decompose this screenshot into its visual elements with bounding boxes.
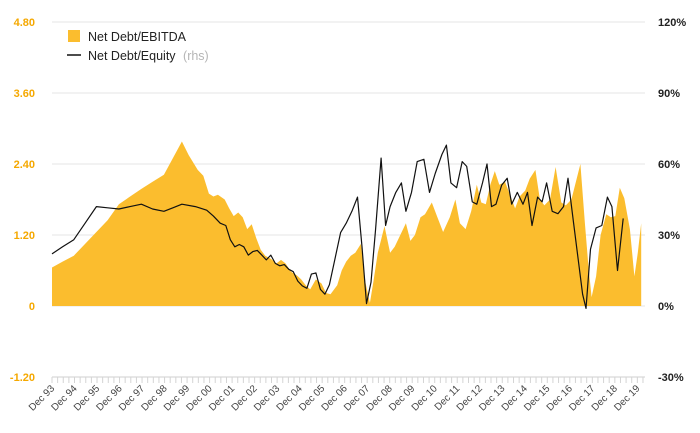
- legend-label-net-debt-ebitda: Net Debt/EBITDA: [88, 30, 187, 44]
- left-axis-tick-label: -1.20: [10, 372, 35, 384]
- net-debt-equity-line: [51, 144, 624, 309]
- legend-swatch-net-debt-ebitda: [68, 30, 80, 42]
- right-axis-tick-label: -30%: [658, 372, 684, 384]
- left-axis-tick-label: 1.20: [14, 230, 35, 242]
- net-debt-ebitda-area: [52, 141, 642, 306]
- right-axis-tick-label: 90%: [658, 88, 680, 100]
- right-axis-ticks: 120% 90% 60% 30% 0% -30%: [658, 17, 686, 384]
- net-debt-ebitda-area-layer: [52, 141, 642, 306]
- x-axis-tick-label: Dec 19: [612, 383, 642, 413]
- legend: Net Debt/EBITDA Net Debt/Equity (rhs): [67, 30, 209, 63]
- left-axis-ticks: 4.80 3.60 2.40 1.20 0 -1.20: [10, 17, 35, 384]
- left-axis-tick-label: 4.80: [14, 17, 35, 29]
- right-axis-tick-label: 120%: [658, 17, 686, 29]
- right-axis-tick-label: 30%: [658, 230, 680, 242]
- legend-label-net-debt-equity: Net Debt/Equity (rhs): [88, 49, 209, 63]
- right-axis-tick-label: 60%: [658, 159, 680, 171]
- left-axis-tick-label: 0: [29, 301, 35, 313]
- net-debt-equity-line-layer: [51, 144, 624, 309]
- left-axis-tick-label: 3.60: [14, 88, 35, 100]
- right-axis-tick-label: 0%: [658, 301, 674, 313]
- left-axis-tick-label: 2.40: [14, 159, 35, 171]
